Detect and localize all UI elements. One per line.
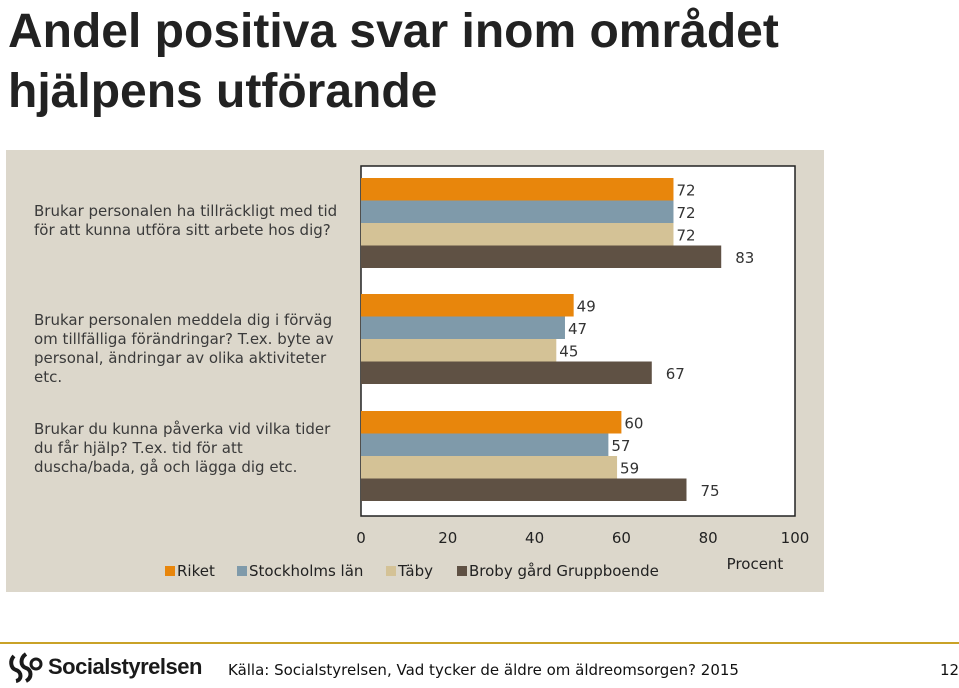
- data-label: 83: [735, 249, 754, 267]
- bar: [361, 411, 622, 434]
- x-tick-label: 40: [525, 529, 544, 547]
- bar: [361, 339, 557, 362]
- x-tick-label: 80: [699, 529, 718, 547]
- data-label: 45: [559, 342, 578, 360]
- legend-swatch: [457, 566, 467, 576]
- bar: [361, 294, 574, 317]
- legend-swatch: [165, 566, 175, 576]
- bar: [361, 361, 652, 384]
- logo: Socialstyrelsen: [8, 650, 202, 684]
- legend-label: Täby: [397, 562, 433, 580]
- bar: [361, 245, 722, 268]
- data-label: 47: [568, 320, 587, 338]
- bar: [361, 223, 674, 246]
- logo-text: Socialstyrelsen: [48, 654, 202, 679]
- page-number: 12: [940, 661, 959, 679]
- bar: [361, 456, 618, 479]
- data-label: 72: [676, 181, 695, 199]
- question-label-1: Brukar personalen ha tillräckligt med ti…: [34, 202, 338, 239]
- data-label: 75: [701, 482, 720, 500]
- question-label-3: Brukar du kunna påverka vid vilka tider …: [34, 420, 331, 476]
- data-label: 59: [620, 459, 639, 477]
- data-label: 67: [666, 365, 685, 383]
- footer-divider: [0, 642, 959, 644]
- bar: [361, 478, 687, 501]
- x-axis-label: Procent: [727, 555, 784, 573]
- legend-label: Broby gård Gruppboende: [469, 562, 659, 580]
- data-label: 49: [577, 297, 596, 315]
- data-label: 60: [624, 414, 643, 432]
- x-tick-label: 0: [356, 529, 366, 547]
- legend-swatch: [386, 566, 396, 576]
- socialstyrelsen-emblem-icon: [9, 652, 43, 683]
- legend-label: Riket: [177, 562, 215, 580]
- x-tick-label: 60: [612, 529, 631, 547]
- bar: [361, 178, 674, 201]
- legend-swatch: [237, 566, 247, 576]
- bar: [361, 200, 674, 223]
- page-title: Andel positiva svar inom området hjälpen…: [8, 5, 779, 118]
- data-label: 57: [611, 437, 630, 455]
- bar: [361, 316, 565, 339]
- source-note: Källa: Socialstyrelsen, Vad tycker de äl…: [228, 661, 739, 679]
- question-label-2: Brukar personalen meddela dig i förväg o…: [34, 311, 334, 386]
- bar: [361, 433, 609, 456]
- x-tick-label: 100: [781, 529, 810, 547]
- data-label: 72: [676, 226, 695, 244]
- data-label: 72: [676, 204, 695, 222]
- legend-label: Stockholms län: [249, 562, 363, 580]
- x-tick-label: 20: [438, 529, 457, 547]
